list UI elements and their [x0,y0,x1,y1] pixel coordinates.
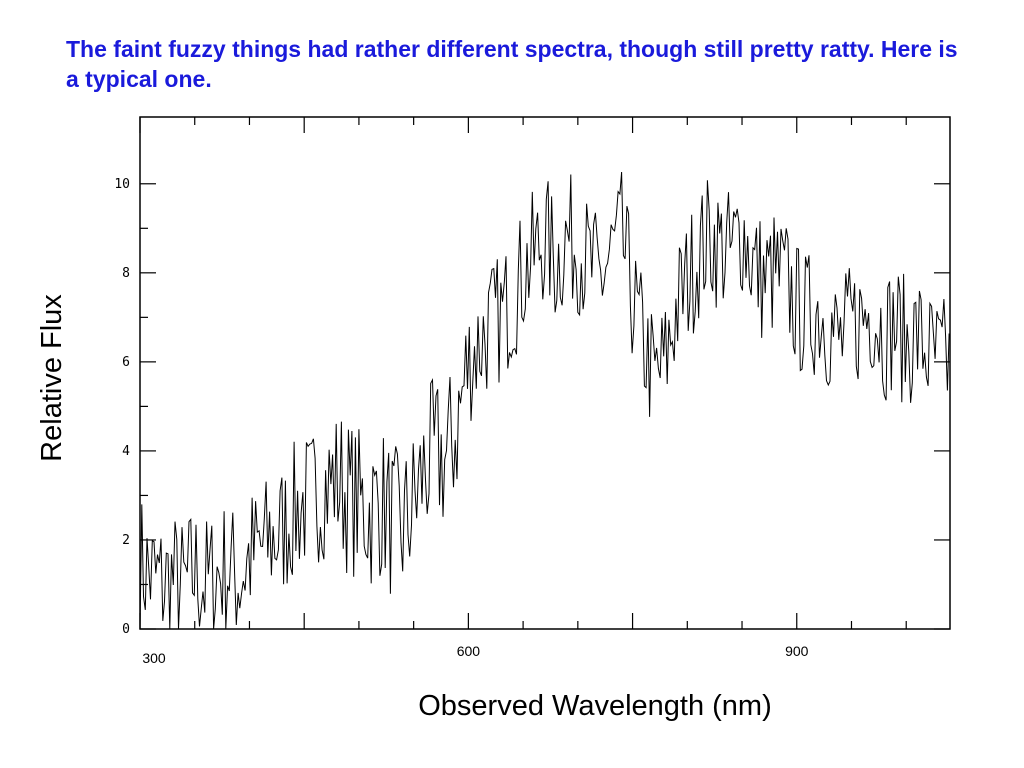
axis-ticks [139,117,950,630]
y-tick-label: 6 [122,355,130,370]
plot-frame [139,116,951,630]
y-tick-label: 10 [114,177,130,192]
x-tick-label: 300 [142,650,166,666]
y-tick-label: 2 [122,533,130,548]
y-tick-label: 8 [122,266,130,281]
slide-title: The faint fuzzy things had rather differ… [66,36,958,92]
spectrum-line [139,171,950,630]
y-tick-label: 4 [122,444,130,459]
y-tick-label: 0 [122,622,130,637]
x-axis-label: Observed Wavelength (nm) [418,690,772,722]
tick-labels: 0 2 4 6 8 10 300 600 900 [114,177,808,666]
y-axis-label: Relative Flux [36,294,68,462]
x-tick-label: 900 [785,643,809,659]
x-tick-label: 600 [457,643,481,659]
